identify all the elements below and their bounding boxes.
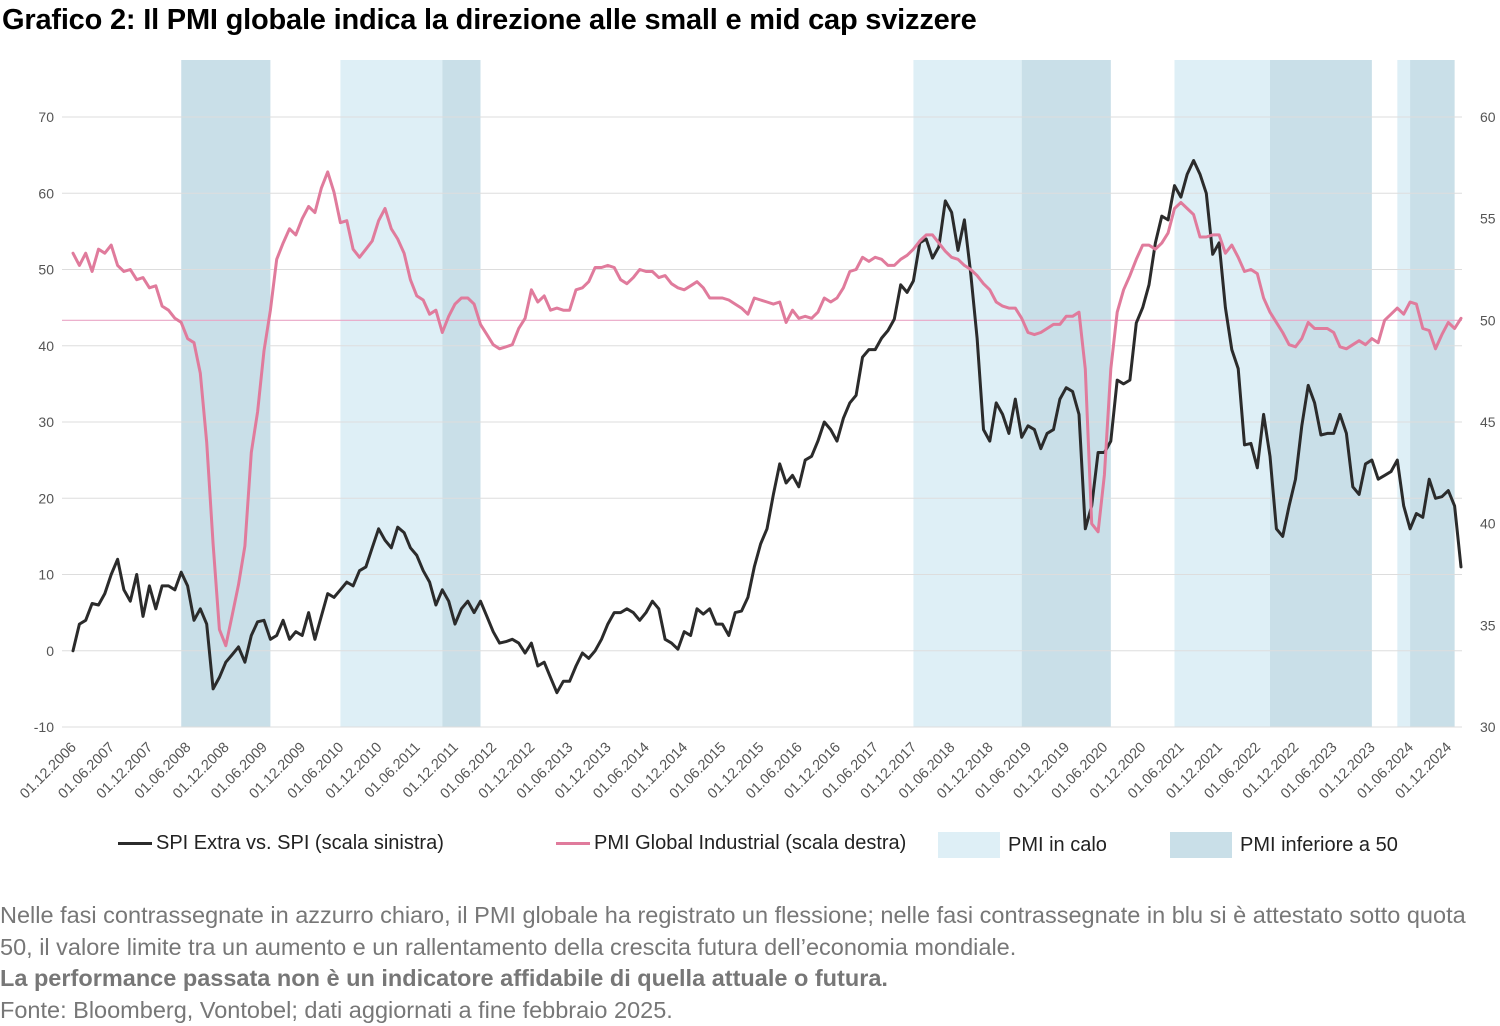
- y-right-tick-label: 40: [1480, 516, 1496, 532]
- series-line-pmi: [71, 170, 1463, 648]
- band-pmi-below-50: [442, 60, 481, 727]
- legend-label-pmi: PMI Global Industrial (scala destra): [594, 832, 907, 854]
- chart-title: Grafico 2: Il PMI globale indica la dire…: [2, 4, 977, 36]
- y-right-tick-label: 35: [1480, 617, 1496, 633]
- y-right-tick-label: 55: [1480, 211, 1496, 227]
- legend-swatch-falling: [938, 832, 1000, 858]
- y-left-tick-label: 60: [38, 185, 54, 201]
- y-left-tick-label: 30: [38, 414, 54, 430]
- band-pmi-below-50: [181, 60, 271, 727]
- band-pmi-below-50: [1021, 60, 1111, 727]
- legend-item-spi: SPI Extra vs. SPI (scala sinistra): [118, 832, 444, 855]
- legend-swatch-pmi: [556, 842, 590, 845]
- y-left-tick-label: 70: [38, 109, 54, 125]
- x-axis-labels: 01.12.200601.06.200701.12.200701.06.2008…: [17, 740, 1455, 803]
- legend-label-falling: PMI in calo: [1008, 833, 1107, 856]
- notes-source: Fonte: Bloomberg, Vontobel; dati aggiorn…: [0, 996, 673, 1023]
- notes-text: Nelle fasi contrassegnate in azzurro chi…: [0, 902, 1466, 960]
- legend-swatch-below50: [1170, 832, 1232, 858]
- y-left-tick-label: 50: [38, 262, 54, 278]
- y-right-tick-label: 30: [1480, 719, 1496, 735]
- series-line-spi: [71, 159, 1463, 695]
- legend-swatch-spi: [118, 842, 152, 845]
- band-pmi-falling: [1397, 60, 1411, 727]
- band-pmi-below-50: [1410, 60, 1455, 727]
- notes-disclaimer: La performance passata non è un indicato…: [0, 965, 888, 991]
- y-left-tick-label: 20: [38, 490, 54, 506]
- y-axis-labels: 70 60 50 40 30 20 10 0 -10 60 55 50 45 40 35 30: [34, 109, 1496, 735]
- legend-item-falling: PMI in calo: [938, 832, 1107, 858]
- band-pmi-below-50: [1269, 60, 1372, 727]
- y-left-tick-label: 10: [38, 567, 54, 583]
- chart-bands: [181, 60, 1455, 727]
- band-pmi-falling: [1174, 60, 1270, 727]
- y-left-tick-label: -10: [34, 719, 54, 735]
- y-right-tick-label: 50: [1480, 312, 1496, 328]
- chart-gridlines: [62, 116, 1462, 728]
- y-right-tick-label: 60: [1480, 109, 1496, 125]
- y-right-tick-label: 45: [1480, 414, 1496, 430]
- y-left-tick-label: 0: [46, 643, 54, 659]
- chart-lines: [71, 159, 1463, 695]
- legend-item-pmi: PMI Global Industrial (scala destra): [556, 832, 906, 855]
- band-pmi-falling: [340, 60, 443, 727]
- band-pmi-falling: [913, 60, 1022, 727]
- y-left-tick-label: 40: [38, 338, 54, 354]
- legend-label-spi: SPI Extra vs. SPI (scala sinistra): [156, 832, 444, 854]
- chart-plot: 70 60 50 40 30 20 10 0 -10 60 55 50 45 40 35 30 01.12.2…: [17, 60, 1496, 803]
- legend-item-below50: PMI inferiore a 50: [1170, 832, 1398, 858]
- chart-notes: Nelle fasi contrassegnate in azzurro chi…: [0, 900, 1480, 1026]
- chart-legend: SPI Extra vs. SPI (scala sinistra) PMI G…: [0, 832, 1500, 864]
- legend-label-below50: PMI inferiore a 50: [1240, 833, 1398, 856]
